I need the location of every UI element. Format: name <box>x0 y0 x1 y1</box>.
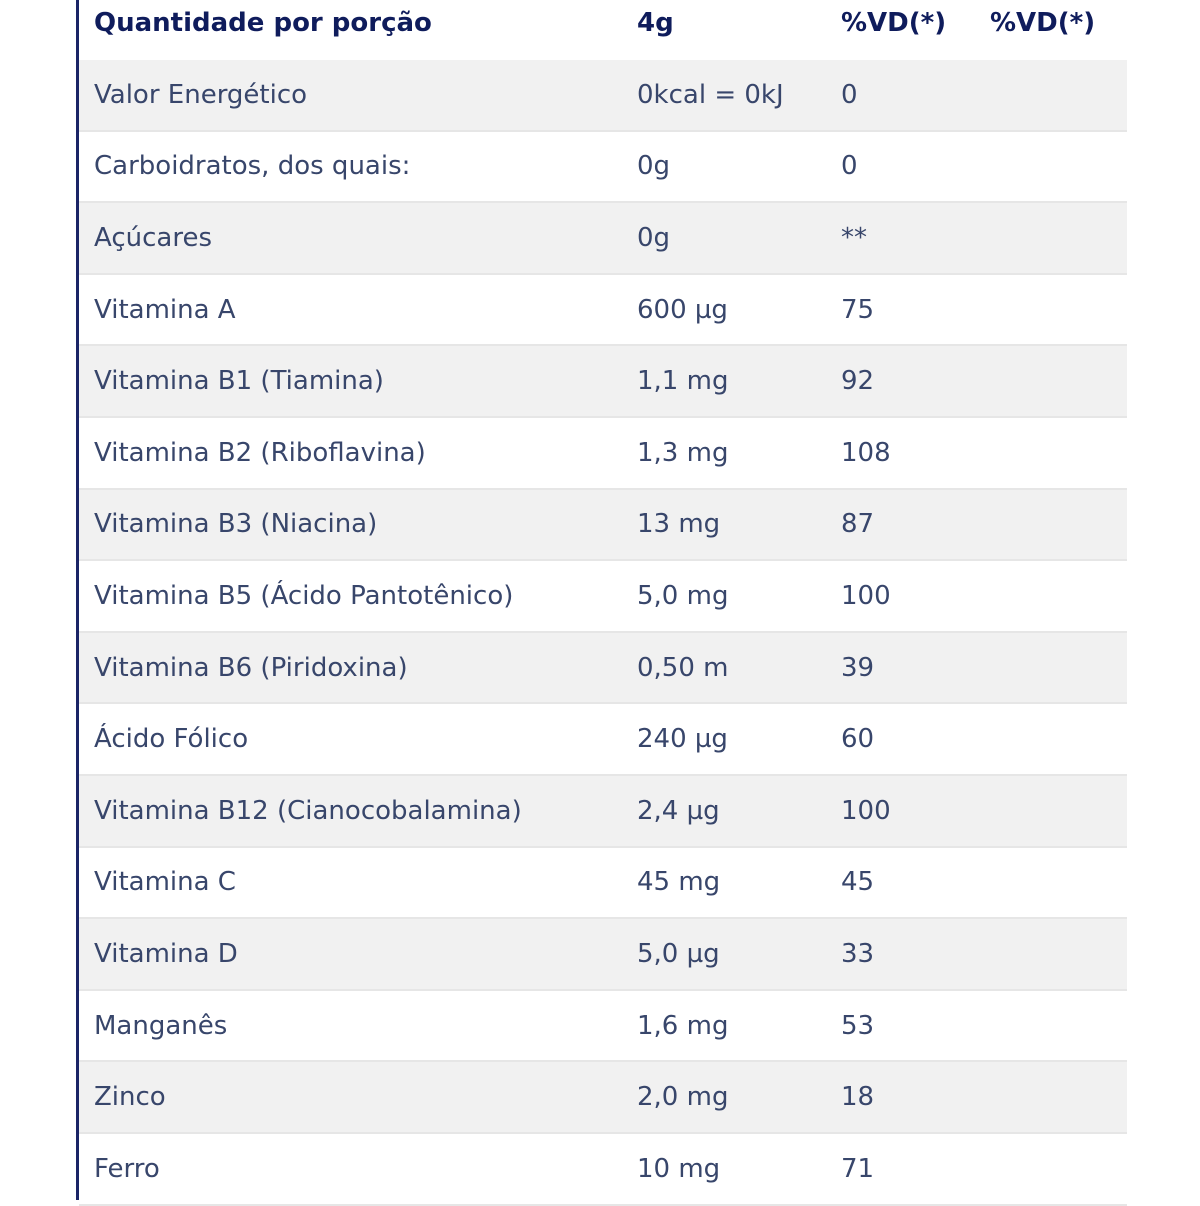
nutrient-vd: 0 <box>841 79 858 110</box>
nutrient-amount: 10 mg <box>637 1153 721 1184</box>
table-row: Vitamina B3 (Niacina) 13 mg 87 <box>79 489 1127 562</box>
table-header: Quantidade por porção 4g %VD(*) %VD(*) <box>79 0 1127 60</box>
nutrient-amount: 5,0 µg <box>637 938 720 969</box>
nutrient-name: Valor Energético <box>94 79 308 110</box>
nutrient-name: Vitamina B2 (Riboflavina) <box>94 437 426 468</box>
nutrient-name: Vitamina B3 (Niacina) <box>94 509 378 540</box>
nutrient-amount: 0kcal = 0kJ <box>637 79 784 110</box>
nutrient-vd: ** <box>841 222 867 253</box>
header-vd: %VD(*) <box>841 8 947 38</box>
table-row: Açúcares 0g ** <box>79 203 1127 275</box>
table-row: Vitamina D 5,0 µg 33 <box>79 919 1127 991</box>
nutrient-vd: 92 <box>841 366 875 397</box>
nutrient-name: Vitamina A <box>94 294 236 325</box>
nutrient-amount: 0,50 m <box>637 652 729 683</box>
nutrient-amount: 1,3 mg <box>637 437 729 468</box>
nutrient-vd: 39 <box>841 652 875 683</box>
nutrient-name: Vitamina B1 (Tiamina) <box>94 366 384 397</box>
nutrient-name: Açúcares <box>94 222 212 253</box>
nutrient-vd: 60 <box>841 724 875 755</box>
nutrient-amount: 0g <box>637 222 671 253</box>
nutrient-name: Vitamina B5 (Ácido Pantotênico) <box>94 580 514 611</box>
table-row: Ferro 10 mg 71 <box>79 1134 1127 1206</box>
nutrient-vd: 108 <box>841 437 891 468</box>
table-row: Valor Energético 0kcal = 0kJ 0 <box>79 60 1127 132</box>
table-row: Vitamina B12 (Cianocobalamina) 2,4 µg 100 <box>79 775 1127 848</box>
nutrient-amount: 1,1 mg <box>637 366 729 397</box>
nutrient-vd: 100 <box>841 795 891 826</box>
nutrient-name: Manganês <box>94 1010 228 1041</box>
nutrient-amount: 45 mg <box>637 867 721 898</box>
nutrient-vd: 18 <box>841 1082 875 1113</box>
nutrient-vd: 75 <box>841 294 875 325</box>
nutrient-vd: 33 <box>841 938 875 969</box>
nutrient-vd: 100 <box>841 580 891 611</box>
nutrient-amount: 600 µg <box>637 294 728 325</box>
nutrient-amount: 1,6 mg <box>637 1010 729 1041</box>
table-row: Carboidratos, dos quais: 0g 0 <box>79 132 1127 204</box>
table-row: Vitamina B6 (Piridoxina) 0,50 m 39 <box>79 632 1127 705</box>
table-row: Manganês 1,6 mg 53 <box>79 991 1127 1063</box>
table-row: Vitamina A 600 µg 75 <box>79 275 1127 347</box>
header-amount: 4g <box>637 8 674 38</box>
table-row: Vitamina C 45 mg 45 <box>79 848 1127 920</box>
nutrient-name: Carboidratos, dos quais: <box>94 151 411 182</box>
nutrient-amount: 2,0 mg <box>637 1082 729 1113</box>
header-name: Quantidade por porção <box>94 8 432 38</box>
nutrient-name: Vitamina B6 (Piridoxina) <box>94 652 408 683</box>
nutrient-amount: 5,0 mg <box>637 580 729 611</box>
nutrient-vd: 87 <box>841 509 875 540</box>
nutrient-vd: 0 <box>841 151 858 182</box>
nutrient-vd: 45 <box>841 867 875 898</box>
nutrient-name: Vitamina C <box>94 867 236 898</box>
table-row: Vitamina B2 (Riboflavina) 1,3 mg 108 <box>79 418 1127 490</box>
nutrient-name: Ferro <box>94 1153 160 1184</box>
header-vd-2: %VD(*) <box>990 8 1096 38</box>
nutrient-amount: 240 µg <box>637 724 728 755</box>
nutrient-amount: 0g <box>637 151 671 182</box>
nutrient-vd: 53 <box>841 1010 875 1041</box>
table-row: Zinco 2,0 mg 18 <box>79 1062 1127 1134</box>
nutrient-amount: 2,4 µg <box>637 795 720 826</box>
nutrient-name: Vitamina D <box>94 938 238 969</box>
nutrient-name: Ácido Fólico <box>94 724 249 755</box>
nutrient-name: Zinco <box>94 1082 166 1113</box>
table-row: Ácido Fólico 240 µg 60 <box>79 704 1127 776</box>
nutrient-amount: 13 mg <box>637 509 721 540</box>
table-row: Vitamina B5 (Ácido Pantotênico) 5,0 mg 100 <box>79 561 1127 633</box>
nutrient-name: Vitamina B12 (Cianocobalamina) <box>94 795 522 826</box>
nutrient-vd: 71 <box>841 1153 875 1184</box>
nutrition-table: Quantidade por porção 4g %VD(*) %VD(*) V… <box>76 0 1127 1206</box>
table-row: Vitamina B1 (Tiamina) 1,1 mg 92 <box>79 346 1127 418</box>
